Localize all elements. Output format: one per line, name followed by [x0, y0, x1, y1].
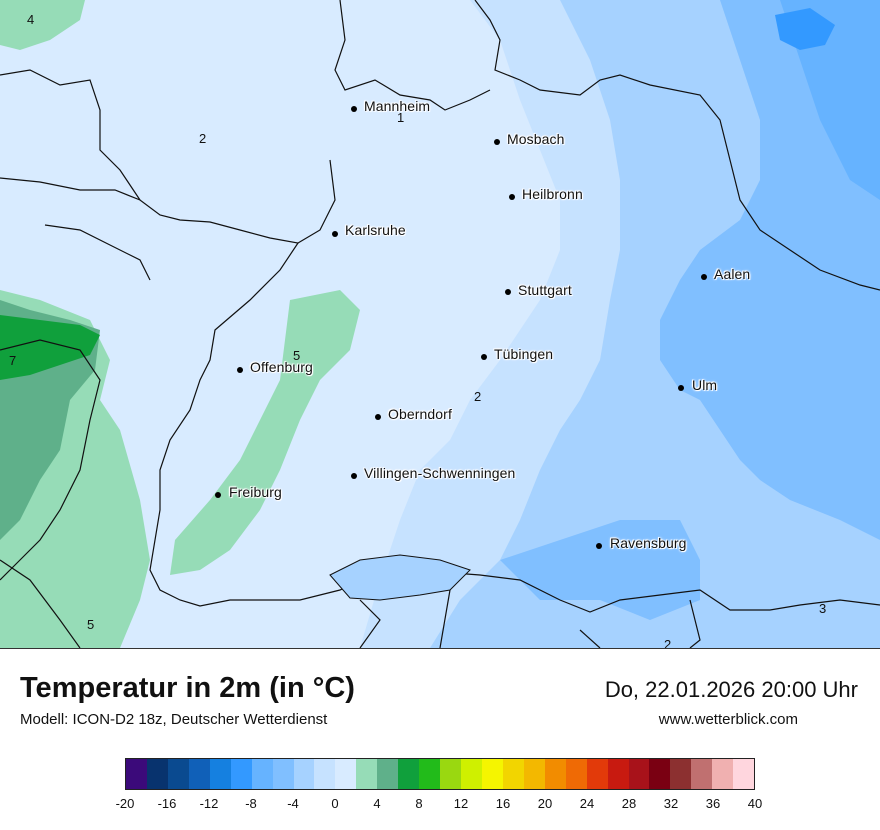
- city-dot-stuttgart: [505, 289, 511, 295]
- legend-color-swatch: [167, 759, 189, 789]
- map-title: Temperatur in 2m (in °C): [20, 672, 355, 704]
- field-minus-eight: [775, 8, 835, 50]
- isotherm-label: 2: [474, 389, 482, 404]
- legend-color-swatch: [565, 759, 587, 789]
- isotherm-label: 1: [397, 110, 405, 125]
- isotherm-label: 2: [199, 131, 207, 146]
- legend-tick-label: -20: [115, 796, 135, 811]
- website-link[interactable]: www.wetterblick.com: [658, 711, 798, 728]
- legend-color-swatch: [649, 759, 671, 789]
- legend-tick-label: 32: [663, 796, 679, 811]
- legend-tick-label: 4: [373, 796, 381, 811]
- city-dot-aalen: [701, 274, 707, 280]
- city-dot-mosbach: [494, 139, 500, 145]
- isotherm-label: 4: [27, 12, 35, 27]
- legend-color-swatch: [230, 759, 252, 789]
- temperature-map-graphic: [0, 0, 880, 648]
- isotherm-label: 5: [293, 348, 301, 363]
- weather-map: Mannheim Mosbach Heilbronn Karlsruhe Aal…: [0, 0, 880, 649]
- legend-color-swatch: [586, 759, 608, 789]
- legend-tick-label: -4: [287, 796, 299, 811]
- legend-color-swatch: [440, 759, 461, 789]
- city-dot-offenburg: [237, 367, 243, 373]
- legend-color-swatch: [251, 759, 273, 789]
- city-label-villingen-schwenningen: Villingen-Schwenningen: [364, 465, 516, 481]
- city-label-tuebingen: Tübingen: [494, 346, 554, 362]
- legend-tick-label: 20: [537, 796, 553, 811]
- legend-color-swatch: [628, 759, 650, 789]
- city-label-ravensburg: Ravensburg: [610, 535, 687, 551]
- legend-color-swatch: [314, 759, 336, 789]
- legend-tick-label: 12: [453, 796, 469, 811]
- legend-tick-label: 8: [415, 796, 423, 811]
- city-dot-mannheim: [351, 106, 357, 112]
- isotherm-label: 2: [664, 637, 672, 649]
- legend-color-swatch: [544, 759, 566, 789]
- city-dot-karlsruhe: [332, 231, 338, 237]
- legend-color-swatch: [126, 759, 147, 789]
- legend-tick-label: 16: [495, 796, 511, 811]
- city-dot-villingen-schwenningen: [351, 473, 357, 479]
- city-label-mannheim: Mannheim: [364, 98, 431, 114]
- legend-color-swatch: [733, 759, 755, 789]
- isotherm-label: 5: [87, 617, 95, 632]
- legend-tick-label: 28: [621, 796, 637, 811]
- model-info: Modell: ICON-D2 18z, Deutscher Wetterdie…: [20, 711, 328, 728]
- legend-tick-label: -8: [245, 796, 257, 811]
- legend-color-swatch: [272, 759, 294, 789]
- city-label-mosbach: Mosbach: [507, 131, 565, 147]
- city-label-ulm: Ulm: [692, 377, 718, 393]
- legend-color-swatch: [502, 759, 524, 789]
- isotherm-label: 7: [9, 353, 17, 368]
- city-label-oberndorf: Oberndorf: [388, 406, 452, 422]
- legend-color-swatch: [293, 759, 315, 789]
- city-label-karlsruhe: Karlsruhe: [345, 222, 406, 238]
- city-dot-ravensburg: [596, 543, 602, 549]
- legend-tick-label: 0: [331, 796, 339, 811]
- legend-color-swatch: [356, 759, 378, 789]
- legend-tick-label: -16: [157, 796, 177, 811]
- field-minus-six: [780, 0, 880, 200]
- field-plus-eight-sw: [0, 315, 100, 380]
- legend-color-swatch: [481, 759, 503, 789]
- legend-tick-label: 36: [705, 796, 721, 811]
- city-dot-ulm: [678, 385, 684, 391]
- field-plus-four-blackforest: [170, 290, 360, 575]
- city-label-heilbronn: Heilbronn: [522, 186, 583, 202]
- legend-color-swatch: [691, 759, 713, 789]
- legend-color-swatch: [670, 759, 692, 789]
- legend-color-swatch: [523, 759, 545, 789]
- city-dot-oberndorf: [375, 414, 381, 420]
- legend-color-swatch: [377, 759, 399, 789]
- legend-color-swatch: [188, 759, 210, 789]
- legend-color-swatch: [607, 759, 629, 789]
- city-dot-heilbronn: [509, 194, 515, 200]
- city-label-aalen: Aalen: [714, 266, 751, 282]
- isotherm-label: 3: [819, 601, 827, 616]
- legend-tick-label: 40: [747, 796, 763, 811]
- legend-tick-label: -12: [199, 796, 219, 811]
- color-legend: [125, 758, 755, 790]
- city-dot-tuebingen: [481, 354, 487, 360]
- borders: [0, 0, 880, 648]
- city-label-freiburg: Freiburg: [229, 484, 282, 500]
- city-label-stuttgart: Stuttgart: [518, 282, 572, 298]
- legend-color-swatch: [461, 759, 482, 789]
- legend-tick-label: 24: [579, 796, 595, 811]
- field-plus-four-west: [0, 0, 85, 50]
- legend-color-swatch: [712, 759, 734, 789]
- city-label-offenburg: Offenburg: [250, 359, 313, 375]
- forecast-datetime: Do, 22.01.2026 20:00 Uhr: [604, 677, 858, 702]
- lake-constance: [329, 554, 471, 601]
- legend-color-swatch: [146, 759, 168, 789]
- field-minus-four: [660, 0, 880, 540]
- city-dot-freiburg: [215, 492, 221, 498]
- legend-color-swatch: [398, 759, 420, 789]
- legend-color-swatch: [419, 759, 441, 789]
- legend-color-swatch: [335, 759, 357, 789]
- legend-color-swatch: [209, 759, 231, 789]
